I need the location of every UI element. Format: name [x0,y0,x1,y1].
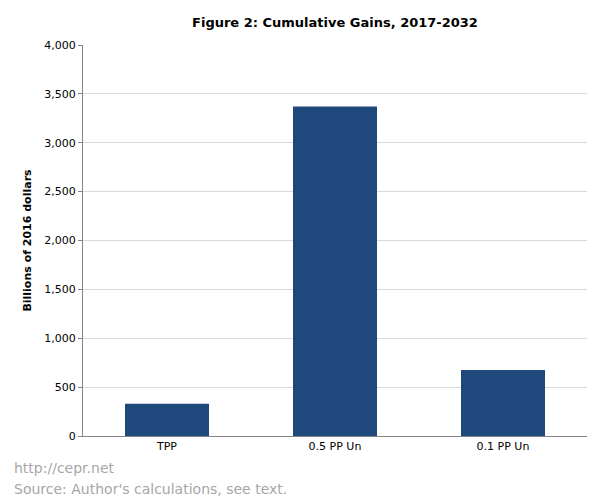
svg-text:4,000: 4,000 [44,39,76,52]
svg-text:Billions of 2016 dollars: Billions of 2016 dollars [21,169,34,312]
svg-text:1,000: 1,000 [44,332,76,345]
svg-text:0.1 PP Un: 0.1 PP Un [477,440,530,453]
svg-text:2,500: 2,500 [44,185,76,198]
svg-text:TPP: TPP [156,440,177,453]
svg-text:Figure 2: Cumulative Gains, 20: Figure 2: Cumulative Gains, 2017-2032 [192,15,478,30]
svg-text:2,000: 2,000 [44,234,76,247]
svg-text:1,500: 1,500 [44,283,76,296]
svg-text:0: 0 [69,430,76,443]
svg-text:3,000: 3,000 [44,137,76,150]
svg-text:3,500: 3,500 [44,88,76,101]
svg-text:http://cepr.net: http://cepr.net [14,460,114,476]
svg-text:500: 500 [55,381,76,394]
svg-text:0.5 PP Un: 0.5 PP Un [309,440,362,453]
svg-text:Source: Author's calculations,: Source: Author's calculations, see text. [14,481,287,497]
